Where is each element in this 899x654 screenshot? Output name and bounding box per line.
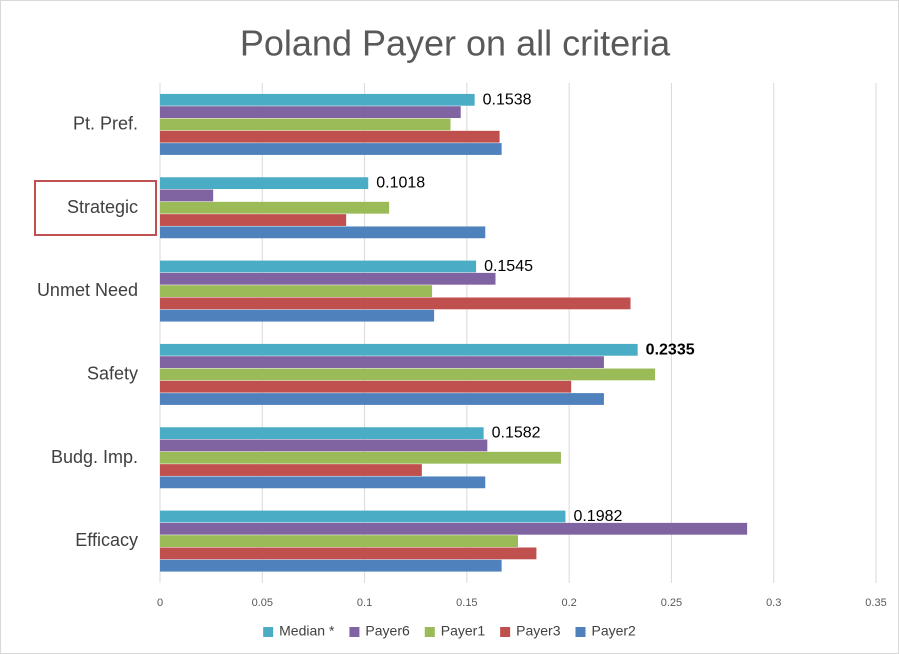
bar <box>160 93 475 106</box>
data-label: 0.2335 <box>646 341 695 358</box>
x-tick-label: 0.05 <box>252 597 273 609</box>
bar <box>160 189 214 202</box>
bar <box>160 297 631 310</box>
bar <box>160 464 422 476</box>
data-label: 0.1582 <box>492 425 541 442</box>
legend-swatch <box>349 627 360 637</box>
bar <box>160 309 435 322</box>
bar <box>160 285 433 297</box>
bar <box>160 510 566 523</box>
y-tick-label: Efficacy <box>75 530 138 550</box>
bar <box>160 380 572 393</box>
data-label: 0.1545 <box>484 258 533 275</box>
x-tick-label: 0 <box>157 597 163 609</box>
legend-label: Payer6 <box>365 623 410 639</box>
x-tick-label: 0.2 <box>561 597 576 609</box>
bar <box>160 439 488 452</box>
x-tick-label: 0.3 <box>766 597 781 609</box>
bar <box>160 476 486 489</box>
y-tick-label: Unmet Need <box>37 280 138 300</box>
data-label: 0.1538 <box>483 91 532 108</box>
bar <box>160 118 451 131</box>
bar <box>160 214 347 226</box>
legend-label: Payer2 <box>591 623 636 639</box>
bar <box>160 343 638 356</box>
x-tick-label: 0.15 <box>456 597 477 609</box>
bar <box>160 130 500 143</box>
bar <box>160 272 496 285</box>
legend-swatch <box>424 627 435 637</box>
chart-title: Poland Payer on all criteria <box>240 23 671 64</box>
bar <box>160 559 502 572</box>
bar <box>160 547 537 560</box>
bar <box>160 522 748 535</box>
legend-swatch <box>500 627 511 637</box>
legend-label: Median * <box>279 623 335 639</box>
bar <box>160 535 518 547</box>
bar <box>160 393 604 405</box>
bar <box>160 143 502 155</box>
legend-label: Payer3 <box>516 623 561 639</box>
y-tick-label: Budg. Imp. <box>51 447 138 467</box>
y-tick-label: Strategic <box>67 197 138 217</box>
x-tick-label: 0.1 <box>357 597 372 609</box>
legend-swatch <box>263 627 274 637</box>
legend-swatch <box>575 627 586 637</box>
y-tick-label: Safety <box>87 363 138 383</box>
bar <box>160 260 477 273</box>
bar <box>160 451 561 464</box>
bar <box>160 106 461 119</box>
x-tick-label: 0.35 <box>865 597 886 609</box>
y-tick-label: Pt. Pref. <box>73 113 138 133</box>
bar <box>160 226 486 239</box>
legend-label: Payer1 <box>441 623 486 639</box>
bar <box>160 368 656 381</box>
x-tick-label: 0.25 <box>661 597 682 609</box>
bar <box>160 177 369 190</box>
bar <box>160 356 604 369</box>
data-label: 0.1982 <box>573 508 622 525</box>
data-label: 0.1018 <box>376 175 425 192</box>
bar <box>160 201 390 214</box>
category-highlight <box>34 180 157 236</box>
bar <box>160 427 484 440</box>
